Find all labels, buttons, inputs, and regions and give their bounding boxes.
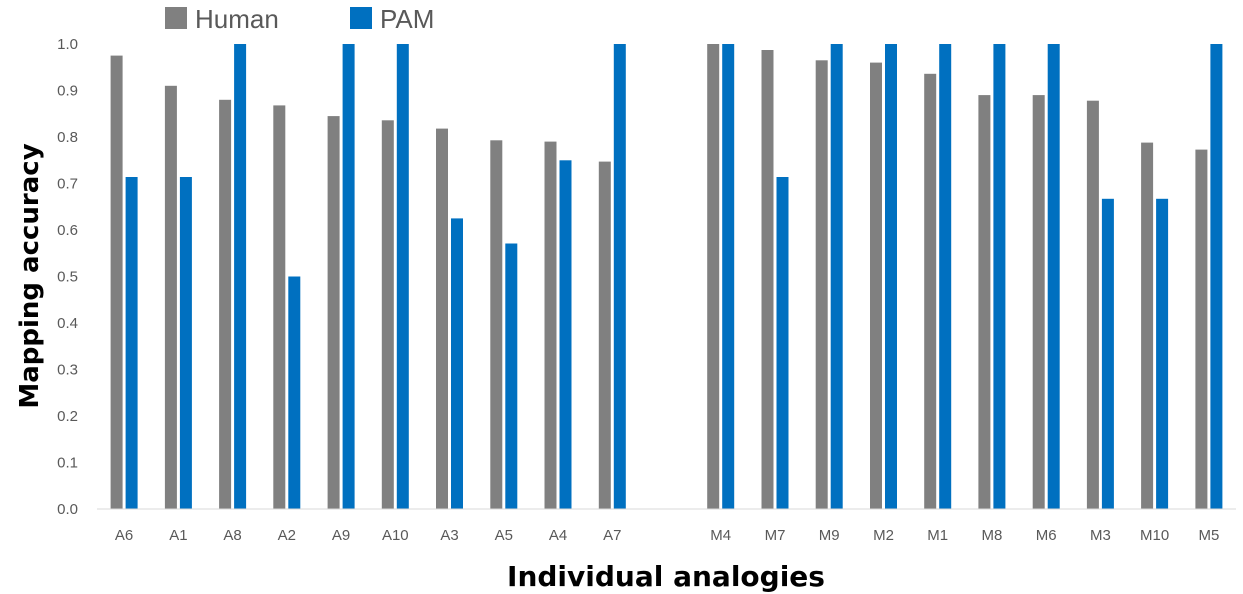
x-tick-label: M1 [927, 527, 948, 544]
y-tick-label: 0.1 [57, 455, 78, 472]
bar-pam-a6 [125, 177, 138, 509]
bar-human-a7 [598, 161, 611, 509]
x-tick-label: A7 [603, 527, 621, 544]
bar-human-a4 [544, 141, 557, 509]
bar-human-m3 [1086, 100, 1099, 509]
y-axis-title: Mapping accuracy [15, 143, 45, 408]
x-tick-label: M10 [1140, 527, 1169, 544]
x-tick-label: M8 [981, 527, 1002, 544]
x-tick-label: M7 [765, 527, 786, 544]
legend: Human PAM [165, 4, 434, 34]
x-tick-label: A10 [382, 527, 409, 544]
bars [110, 44, 1223, 510]
x-tick-label: A3 [440, 527, 458, 544]
y-tick-label: 0.4 [57, 315, 78, 332]
bar-pam-m9 [830, 44, 843, 509]
bar-human-a6 [110, 55, 123, 509]
x-tick-label: A8 [223, 527, 241, 544]
x-tick-label: M6 [1036, 527, 1057, 544]
bar-pam-a8 [234, 44, 247, 509]
bar-human-m2 [870, 62, 882, 509]
bar-pam-a10 [396, 44, 409, 509]
y-tick-label: 0.5 [57, 269, 78, 286]
bar-human-m4 [707, 44, 720, 509]
bar-human-a9 [327, 116, 340, 509]
x-tick-label: A5 [495, 527, 513, 544]
bar-pam-m3 [1101, 198, 1114, 510]
bar-human-m10 [1141, 142, 1154, 509]
bar-pam-a5 [505, 243, 518, 509]
bar-pam-a7 [613, 44, 626, 509]
y-tick-label: 0.3 [57, 362, 78, 379]
bar-pam-a2 [288, 276, 301, 509]
legend-swatch-pam [350, 7, 372, 29]
bar-human-a10 [381, 120, 394, 510]
bar-human-a5 [490, 140, 503, 510]
bar-pam-m8 [993, 44, 1006, 509]
x-tick-label: M3 [1090, 527, 1111, 544]
x-axis-ticks: A6 A1 A8 A2 A9 A10 A3 A5 A4 A7 M4 M7 M9 M2 M1 M8 M6 M3 M10… [115, 527, 1219, 544]
bar-human-m9 [815, 60, 828, 510]
bar-pam-m10 [1156, 198, 1169, 510]
y-tick-label: 1.0 [57, 36, 78, 53]
bar-human-m1 [924, 73, 937, 510]
x-tick-label: A9 [332, 527, 350, 544]
bar-human-a2 [273, 105, 286, 510]
bar-pam-m7 [776, 177, 789, 509]
y-tick-label: 0.9 [57, 83, 78, 100]
bar-pam-m1 [939, 44, 952, 509]
bar-human-a8 [219, 99, 232, 510]
y-tick-label: 0.7 [57, 176, 78, 193]
x-tick-label: M9 [819, 527, 840, 544]
y-tick-label: 0.8 [57, 129, 78, 146]
bar-human-a1 [164, 85, 177, 510]
x-axis-title: Individual analogies [507, 560, 825, 593]
y-tick-label: 0.0 [57, 501, 78, 518]
bar-pam-a9 [342, 44, 355, 509]
bar-pam-m5 [1210, 44, 1223, 509]
y-tick-label: 0.2 [57, 408, 78, 425]
bar-pam-m2 [885, 44, 897, 509]
bar-human-a3 [436, 128, 448, 509]
bar-pam-m6 [1047, 44, 1060, 509]
bar-human-m5 [1195, 149, 1208, 509]
y-tick-label: 0.6 [57, 222, 78, 239]
bar-pam-a3 [451, 218, 463, 509]
x-tick-label: A1 [169, 527, 187, 544]
legend-label-pam: PAM [380, 4, 434, 34]
x-tick-label: M2 [873, 527, 894, 544]
bar-human-m8 [978, 95, 991, 509]
x-tick-label: A2 [278, 527, 296, 544]
bar-human-m7 [761, 50, 774, 509]
legend-swatch-human [165, 7, 187, 29]
bar-human-m6 [1032, 95, 1045, 509]
y-axis-ticks: 0.0 0.1 0.2 0.3 0.4 0.5 0.6 0.7 0.8 0.9 1.0 [57, 36, 78, 518]
bar-pam-a1 [179, 177, 192, 509]
x-tick-label: A6 [115, 527, 133, 544]
bar-pam-a4 [559, 160, 572, 510]
x-tick-label: M4 [710, 527, 731, 544]
x-tick-label: M5 [1198, 527, 1219, 544]
legend-label-human: Human [195, 4, 279, 34]
bar-pam-m4 [722, 44, 735, 509]
x-tick-label: A4 [549, 527, 567, 544]
